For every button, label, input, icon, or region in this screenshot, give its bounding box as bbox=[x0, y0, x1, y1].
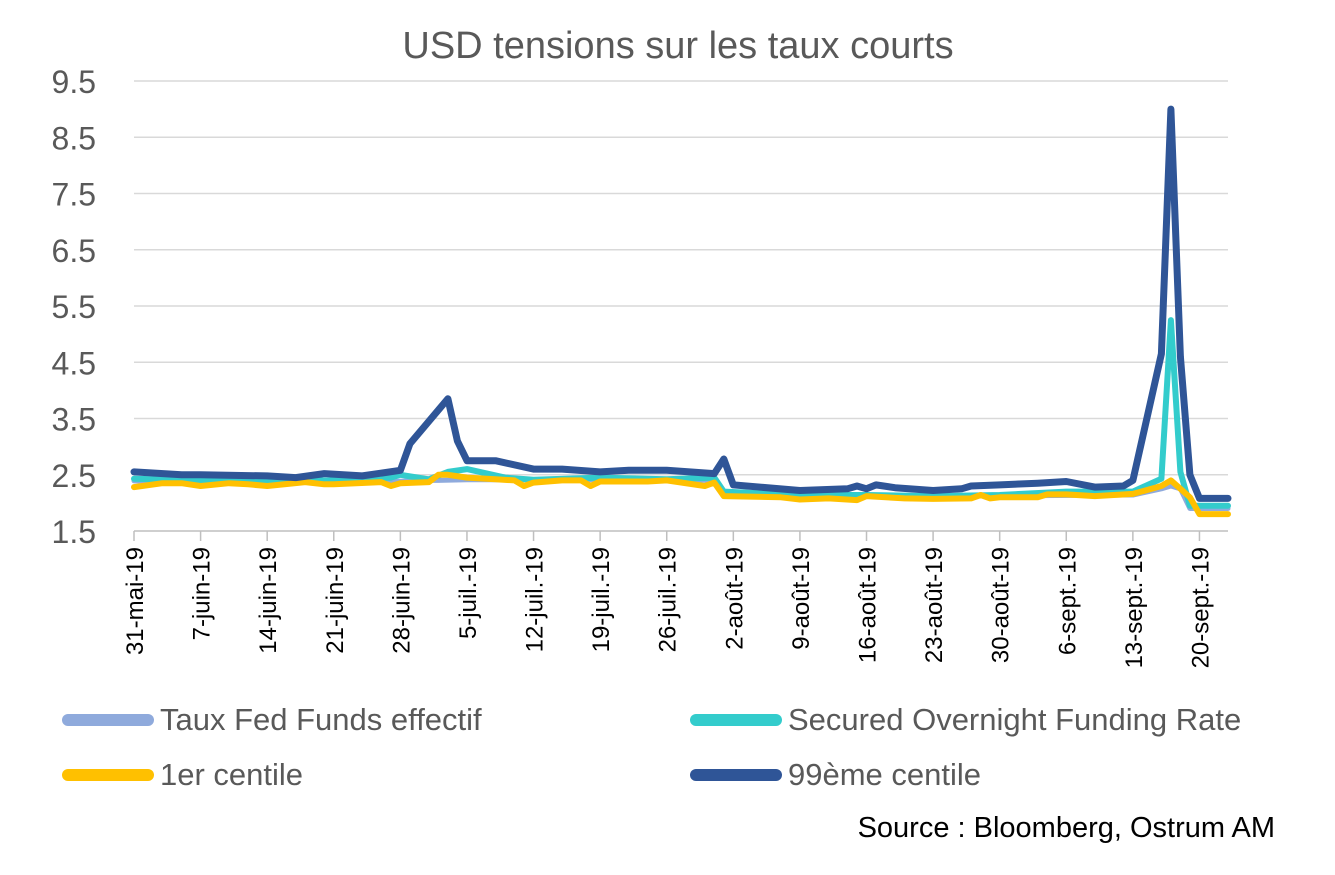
x-tick-label: 14-juin-19 bbox=[255, 547, 282, 654]
series-line-3 bbox=[131, 471, 1231, 518]
x-tick-label: 6-sept.-19 bbox=[1054, 547, 1081, 655]
legend-item-fed-funds: Taux Fed Funds effectif bbox=[62, 702, 482, 738]
x-tick-label: 31-mai-19 bbox=[122, 547, 149, 655]
legend-swatch-fed-funds bbox=[62, 714, 154, 726]
y-tick-label: 2.5 bbox=[52, 458, 96, 494]
series-lines bbox=[130, 105, 1232, 518]
y-tick-label: 8.5 bbox=[52, 120, 96, 156]
x-tick-label: 12-juil.-19 bbox=[522, 547, 549, 652]
y-axis-tick-labels: 1.5 2.5 3.5 4.5 5.5 6.5 7.5 8.5 9.5 bbox=[52, 64, 96, 550]
y-tick-label: 1.5 bbox=[52, 514, 96, 550]
x-tick-label: 9-août-19 bbox=[788, 547, 815, 650]
legend-item-1st-percentile: 1er centile bbox=[62, 757, 303, 793]
legend-label-sofr: Secured Overnight Funding Rate bbox=[788, 702, 1242, 737]
x-tick-label: 26-juil.-19 bbox=[655, 547, 682, 652]
legend-item-sofr: Secured Overnight Funding Rate bbox=[690, 702, 1241, 738]
x-axis-tick-labels: 31-mai-19 7-juin-19 14-juin-19 21-juin-19 28… bbox=[122, 531, 1214, 668]
x-tick-label: 20-sept.-19 bbox=[1187, 547, 1214, 668]
x-tick-label: 19-juil.-19 bbox=[588, 547, 615, 652]
x-tick-label: 16-août-19 bbox=[855, 547, 882, 663]
y-tick-label: 5.5 bbox=[52, 289, 96, 325]
x-tick-label: 5-juil.-19 bbox=[455, 547, 482, 639]
gridlines bbox=[134, 80, 1228, 532]
legend-swatch-sofr bbox=[690, 714, 782, 726]
y-tick-label: 9.5 bbox=[52, 64, 96, 100]
legend-label-99th-percentile: 99ème centile bbox=[788, 757, 982, 792]
x-tick-label: 30-août-19 bbox=[988, 547, 1015, 663]
x-tick-label: 23-août-19 bbox=[921, 547, 948, 663]
y-tick-label: 4.5 bbox=[52, 345, 96, 381]
y-tick-label: 3.5 bbox=[52, 402, 96, 438]
legend-item-99th-percentile: 99ème centile bbox=[690, 757, 981, 793]
series-line-4 bbox=[130, 105, 1232, 502]
x-tick-label: 7-juin-19 bbox=[189, 547, 216, 640]
y-tick-label: 6.5 bbox=[52, 233, 96, 269]
x-tick-label: 13-sept.-19 bbox=[1121, 547, 1148, 668]
y-tick-label: 7.5 bbox=[52, 177, 96, 213]
x-tick-label: 2-août-19 bbox=[721, 547, 748, 650]
chart-title: USD tensions sur les taux courts bbox=[402, 25, 953, 67]
legend-swatch-1st-percentile bbox=[62, 769, 154, 781]
x-tick-label: 21-juin-19 bbox=[322, 547, 349, 654]
series-line-2 bbox=[131, 317, 1231, 509]
legend-label-fed-funds: Taux Fed Funds effectif bbox=[160, 702, 482, 737]
legend-label-1st-percentile: 1er centile bbox=[160, 757, 304, 792]
source-note: Source : Bloomberg, Ostrum AM bbox=[857, 812, 1275, 844]
x-tick-label: 28-juin-19 bbox=[388, 547, 415, 654]
legend-swatch-99th-percentile bbox=[690, 769, 782, 781]
